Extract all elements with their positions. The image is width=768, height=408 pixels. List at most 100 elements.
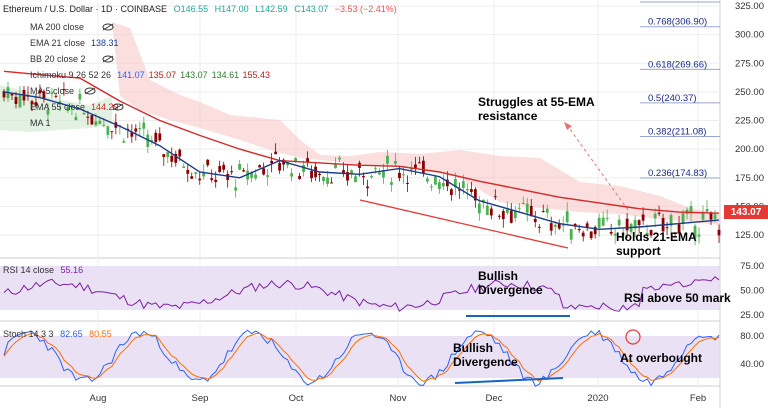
candle-body xyxy=(38,90,42,94)
ichimoku-value: 134.61 xyxy=(212,70,240,80)
ichimoku-value: 155.43 xyxy=(243,70,271,80)
svg-text:Struggles at 55-EMA resist: Struggles at 55-EMA resistance xyxy=(478,95,598,123)
series-line xyxy=(3,70,720,214)
legend-item-value: 144.29 xyxy=(91,102,119,112)
annotation-rsi-div-1: Bullish xyxy=(478,269,518,283)
symbol-label: Ethereum / U.S. Dollar · 1D · COINBASE xyxy=(3,4,167,14)
candle-body xyxy=(717,229,721,236)
candle-body xyxy=(154,132,158,143)
candle-body xyxy=(218,166,222,172)
candle-body xyxy=(338,157,341,160)
stoch-tick-label: 40.00 xyxy=(740,359,764,370)
support-trendline xyxy=(359,199,569,249)
candle-body xyxy=(378,172,381,175)
candle-body xyxy=(374,168,377,170)
candle-body xyxy=(202,172,206,177)
candle-body xyxy=(42,91,46,99)
price-tick-label: 325.00 xyxy=(735,1,764,12)
series-line xyxy=(3,91,720,231)
candle-body xyxy=(194,172,198,174)
candle-body xyxy=(673,236,677,238)
annotation-holds-1: Holds 21-EMA xyxy=(616,230,697,244)
legend-item-label: MA 200 close xyxy=(30,22,84,32)
candle-body xyxy=(485,205,489,215)
candle-body xyxy=(18,95,22,108)
eye-hidden-icon-slash xyxy=(102,23,114,31)
time-tick-label: Oct xyxy=(289,393,304,404)
candle-body xyxy=(242,170,246,172)
candle-body xyxy=(190,176,194,179)
candle-body xyxy=(701,212,705,220)
svg-text:Bullish Divergence: Bullish Divergence xyxy=(478,269,543,297)
candle-body xyxy=(581,232,585,237)
candle-body xyxy=(266,175,270,177)
candle-body xyxy=(230,171,234,173)
candle-body xyxy=(402,174,405,176)
header: Ethereum / U.S. Dollar · 1D · COINBASE O… xyxy=(3,4,397,14)
time-tick-label: Aug xyxy=(90,393,107,404)
candle-body xyxy=(398,172,401,179)
candle-body xyxy=(569,229,573,240)
candle-body xyxy=(182,166,186,168)
candle-body xyxy=(705,209,709,212)
legend-item-label: Ichimoku 9 26 52 26 xyxy=(30,70,111,80)
candle-body xyxy=(709,212,713,220)
candle-body xyxy=(310,170,313,179)
candle-body xyxy=(258,165,262,168)
legend-item: MA 5 close xyxy=(30,86,74,96)
candle-body xyxy=(370,176,373,178)
eye-hidden-icon[interactable] xyxy=(84,87,96,95)
candle-body xyxy=(178,149,182,157)
eye-hidden-icon-slash xyxy=(112,103,124,111)
candle-body xyxy=(318,173,321,176)
candle-body xyxy=(314,166,317,178)
candle-body xyxy=(637,220,641,226)
candle-body xyxy=(449,189,453,195)
candle-body xyxy=(62,88,66,90)
candle-body xyxy=(585,223,589,228)
candle-body xyxy=(198,178,202,181)
candle-body xyxy=(681,213,685,224)
candle-body xyxy=(713,214,717,220)
candle-body xyxy=(34,102,38,106)
stoch-band xyxy=(0,336,720,378)
candle-body xyxy=(250,172,254,178)
fib-label: 0.768(306.90) xyxy=(648,17,707,28)
candle-body xyxy=(386,155,389,164)
candle-body xyxy=(657,212,661,214)
legend-item-label: BB 20 close 2 xyxy=(30,54,86,64)
candle-body xyxy=(513,211,517,218)
candle-body xyxy=(689,206,693,214)
candle-body xyxy=(565,211,569,223)
eye-hidden-icon[interactable] xyxy=(112,103,124,111)
stoch-d-line xyxy=(3,332,720,382)
candle-body xyxy=(238,163,242,170)
candle-body xyxy=(130,132,134,137)
candle-body xyxy=(170,155,174,162)
eye-hidden-icon[interactable] xyxy=(102,55,114,63)
candle-body xyxy=(10,93,14,96)
candle-body xyxy=(593,227,597,235)
legend-item: Ichimoku 9 26 52 26 141.07 135.07 143.07 134… xyxy=(30,70,270,80)
candle-body xyxy=(649,229,653,236)
candle-body xyxy=(298,175,301,179)
candle-body xyxy=(601,217,605,226)
legend-item-label: EMA 21 close xyxy=(30,38,85,48)
candle-body xyxy=(2,91,6,98)
time-tick-label: Dec xyxy=(486,393,503,404)
candle-body xyxy=(457,189,461,191)
candle-body xyxy=(557,223,561,229)
candle-body xyxy=(174,153,178,163)
candle-body xyxy=(150,140,154,142)
ichimoku-value: 135.07 xyxy=(149,70,177,80)
annotation-stoch-div-1: Bullish xyxy=(453,341,493,355)
candle-body xyxy=(489,208,493,216)
candle-body xyxy=(465,189,469,191)
candle-body xyxy=(186,169,190,174)
fib-label: 0.5(240.37) xyxy=(648,93,697,104)
eye-hidden-icon[interactable] xyxy=(102,23,114,31)
svg-text:Bullish Divergence: Bullish Divergence xyxy=(453,341,518,369)
candle-body xyxy=(142,122,146,129)
candle-body xyxy=(326,177,329,184)
candle-body xyxy=(138,128,142,130)
